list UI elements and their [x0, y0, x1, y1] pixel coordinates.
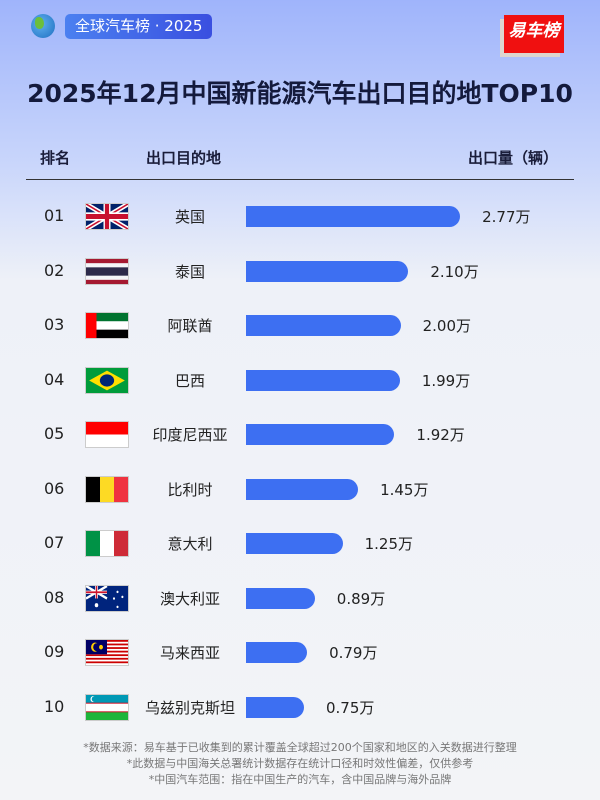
footnote: *中国汽车范围：指在中国生产的汽车，含中国品牌与海外品牌 — [148, 773, 452, 786]
header-divider — [26, 179, 574, 180]
bar — [246, 696, 304, 718]
bar — [246, 260, 409, 282]
bar — [246, 206, 461, 227]
bar — [246, 424, 395, 445]
ranking-badge: 全球汽车榜 · 2025 — [65, 14, 213, 39]
country-label: 意大利 — [167, 535, 213, 553]
chart-row: 10 乌兹别克斯坦 0.75万 — [0, 692, 600, 722]
chart-row: 03 阿联酋 2.00万 — [0, 310, 600, 340]
footnote: *数据来源：易车基于已收集到的累计覆盖全球超过200个国家和地区的入关数据进行整… — [83, 741, 517, 754]
value-label: 0.75万 — [325, 698, 375, 717]
rank-label: 09 — [44, 642, 65, 661]
value-label: 1.25万 — [364, 535, 414, 553]
chart-row: 05 印度尼西亚 1.92万 — [0, 419, 600, 449]
flag-uk-icon — [86, 204, 128, 229]
value-label: 2.10万 — [430, 262, 479, 281]
value-label: 1.99万 — [421, 371, 471, 390]
rank-label: 01 — [44, 206, 65, 225]
col-volume: 出口量（辆） — [468, 149, 559, 167]
bar — [246, 533, 343, 554]
bar — [246, 315, 401, 336]
chart-title: 2025年12月中国新能源汽车出口目的地TOP10 — [27, 79, 573, 108]
chart-row: 09 马来西亚 0.79万 — [0, 637, 600, 667]
flag-indonesia-icon — [86, 422, 128, 447]
value-label: 1.92万 — [416, 426, 465, 444]
rank-label: 04 — [44, 369, 65, 389]
chart-row: 01 英国 2.77万 — [0, 201, 600, 231]
chart-row: 04 巴西 1.99万 — [0, 365, 600, 395]
rank-label: 02 — [44, 260, 65, 280]
flag-thailand-icon — [86, 258, 128, 284]
country-label: 比利时 — [167, 480, 213, 499]
rank-label: 07 — [44, 533, 65, 552]
footnotes: *数据来源：易车基于已收集到的累计覆盖全球超过200个国家和地区的入关数据进行整… — [0, 740, 600, 788]
globe-icon — [31, 14, 55, 38]
value-label: 0.89万 — [336, 589, 386, 608]
flag-uae-icon — [86, 313, 128, 338]
chart-row: 08 澳大利亚 0.89万 — [0, 583, 600, 613]
bar — [246, 369, 400, 391]
value-label: 2.00万 — [422, 317, 471, 335]
bar — [246, 642, 308, 663]
chart-row: 02 泰国 2.10万 — [0, 256, 600, 286]
chart-row: 06 比利时 1.45万 — [0, 474, 600, 504]
country-label: 乌兹别克斯坦 — [144, 698, 235, 717]
value-label: 0.79万 — [329, 644, 378, 662]
footnote: *此数据与中国海关总署统计数据存在统计口径和时效性偏差，仅供参考 — [126, 757, 474, 770]
yiche-logo: 易车榜 — [504, 15, 564, 53]
country-label: 澳大利亚 — [159, 589, 220, 608]
flag-australia-icon — [86, 585, 128, 611]
flag-belgium-icon — [86, 476, 128, 502]
value-label: 1.45万 — [380, 480, 429, 499]
country-label: 巴西 — [174, 371, 205, 390]
col-rank: 排名 — [40, 149, 71, 167]
value-label: 2.77万 — [482, 208, 531, 226]
country-label: 印度尼西亚 — [152, 426, 228, 444]
rank-label: 05 — [44, 424, 65, 443]
rank-label: 08 — [44, 587, 65, 607]
rank-label: 06 — [44, 478, 65, 498]
bar — [246, 478, 359, 500]
country-label: 英国 — [174, 208, 205, 226]
country-label: 马来西亚 — [159, 644, 220, 662]
rank-label: 03 — [44, 315, 65, 334]
flag-italy-icon — [86, 531, 128, 556]
flag-malaysia-icon — [86, 640, 128, 665]
country-label: 泰国 — [174, 262, 205, 281]
flag-brazil-icon — [86, 367, 128, 393]
rank-label: 10 — [44, 696, 65, 716]
col-destination: 出口目的地 — [146, 149, 222, 167]
bar — [246, 587, 315, 609]
flag-uzbekistan-icon — [86, 694, 128, 720]
chart-row: 07 意大利 1.25万 — [0, 528, 600, 558]
country-label: 阿联酋 — [167, 317, 213, 335]
